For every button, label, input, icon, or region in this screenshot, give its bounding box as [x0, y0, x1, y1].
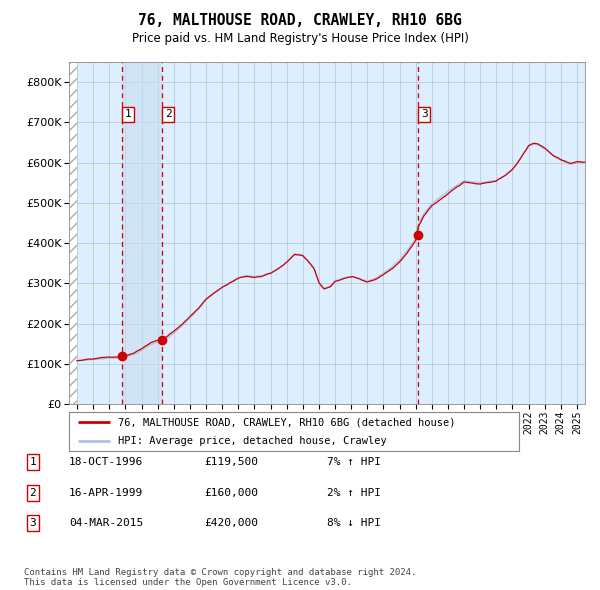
Text: 3: 3 — [421, 109, 428, 119]
Text: 2: 2 — [165, 109, 172, 119]
Text: Contains HM Land Registry data © Crown copyright and database right 2024.: Contains HM Land Registry data © Crown c… — [24, 568, 416, 577]
Text: 04-MAR-2015: 04-MAR-2015 — [69, 519, 143, 528]
Text: 1: 1 — [29, 457, 37, 467]
Text: £160,000: £160,000 — [204, 488, 258, 497]
Text: 76, MALTHOUSE ROAD, CRAWLEY, RH10 6BG (detached house): 76, MALTHOUSE ROAD, CRAWLEY, RH10 6BG (d… — [119, 418, 456, 428]
Text: 2% ↑ HPI: 2% ↑ HPI — [327, 488, 381, 497]
Text: 18-OCT-1996: 18-OCT-1996 — [69, 457, 143, 467]
Bar — [69, 62, 77, 404]
Text: 3: 3 — [29, 519, 37, 528]
Text: 8% ↓ HPI: 8% ↓ HPI — [327, 519, 381, 528]
Bar — [122, 62, 163, 404]
Text: This data is licensed under the Open Government Licence v3.0.: This data is licensed under the Open Gov… — [24, 578, 352, 587]
Text: 2: 2 — [29, 488, 37, 497]
Text: £119,500: £119,500 — [204, 457, 258, 467]
Text: 76, MALTHOUSE ROAD, CRAWLEY, RH10 6BG: 76, MALTHOUSE ROAD, CRAWLEY, RH10 6BG — [138, 13, 462, 28]
Text: £420,000: £420,000 — [204, 519, 258, 528]
Text: 16-APR-1999: 16-APR-1999 — [69, 488, 143, 497]
Text: 7% ↑ HPI: 7% ↑ HPI — [327, 457, 381, 467]
Text: Price paid vs. HM Land Registry's House Price Index (HPI): Price paid vs. HM Land Registry's House … — [131, 32, 469, 45]
Text: 1: 1 — [124, 109, 131, 119]
Text: HPI: Average price, detached house, Crawley: HPI: Average price, detached house, Craw… — [119, 435, 387, 445]
